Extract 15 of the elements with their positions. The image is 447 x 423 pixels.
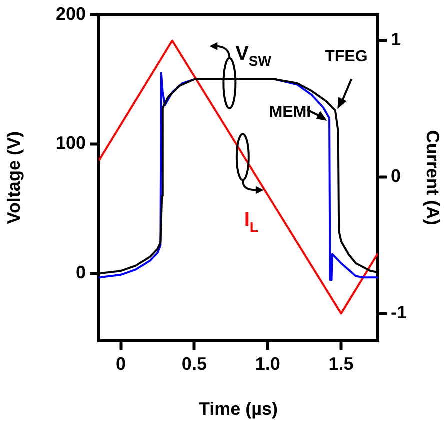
- y-tick-label: 100: [56, 133, 86, 154]
- x-tick-label: 0: [116, 354, 126, 374]
- y-tick-label: 200: [56, 4, 86, 24]
- y2-tick-label: 1: [391, 30, 402, 50]
- x-tick-label: 1.5: [328, 354, 354, 374]
- x-tick-label: 0.5: [182, 354, 207, 374]
- y2-tick-label: 0: [391, 166, 402, 186]
- annotation: MEMI: [269, 104, 312, 122]
- y-tick-label: 0: [76, 262, 86, 283]
- x-tick-label: 1.0: [255, 354, 280, 374]
- annotation: TFEG: [325, 48, 368, 66]
- y-axis-title: Voltage (V): [4, 132, 24, 224]
- y2-axis-title: Current (A): [423, 130, 444, 226]
- x-axis-title: Time (µs): [198, 399, 278, 420]
- y2-tick-label: -1: [391, 302, 408, 323]
